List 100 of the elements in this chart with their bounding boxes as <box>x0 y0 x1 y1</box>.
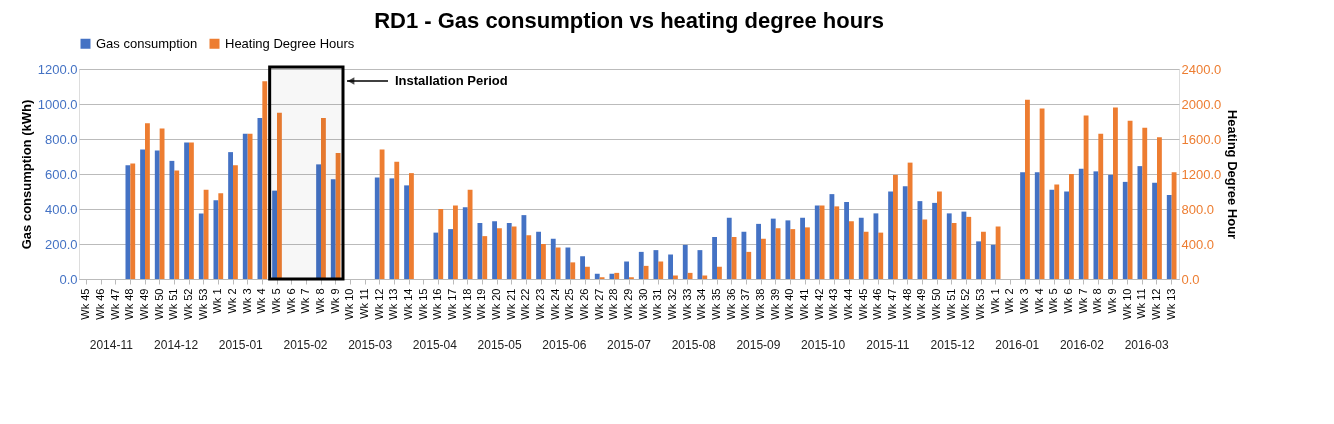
x-tick-label: Wk 6 <box>1062 288 1074 314</box>
text: 2014-12 <box>154 338 199 352</box>
y-tick-label: 1000.0 <box>37 96 78 112</box>
x-tick-label: Wk 15 <box>416 288 429 320</box>
text: 2015-03 <box>348 338 393 352</box>
x-tick-label: Wk 48 <box>123 288 136 320</box>
y2-tick-label: 800.0 <box>1181 201 1215 217</box>
y2-axis-title: Heating Degree Hour <box>1225 109 1241 240</box>
legend-label: Heating Degree Hours <box>225 35 355 51</box>
x-tick-label: Wk 10 <box>1120 288 1133 320</box>
text: 2015-09 <box>736 338 781 352</box>
text: 2015-01 <box>218 338 264 352</box>
x-tick-label: Wk 35 <box>710 288 722 320</box>
text: 2016-01 <box>995 338 1040 352</box>
text: 2015-04 <box>412 338 458 352</box>
x-tick-label: Wk 26 <box>578 288 590 320</box>
x-tick-label: Wk 14 <box>402 288 414 320</box>
x-tick-label: Wk 4 <box>1032 288 1045 314</box>
y2-tick-label: 400.0 <box>1181 236 1215 252</box>
text: 2015-08 <box>671 338 717 352</box>
y-tick-label: 200.0 <box>44 236 78 252</box>
legend-label: Gas consumption <box>96 35 198 51</box>
x-tick-label: Wk 17 <box>446 288 458 320</box>
x-tick-label: Wk 11 <box>358 288 370 319</box>
text: 2015-10 <box>801 338 846 352</box>
text: 2015-12 <box>930 338 975 352</box>
x-tick-label: Wk 50 <box>930 288 942 320</box>
x-tick-label: Wk 3 <box>240 288 253 314</box>
x-tick-label: Wk 22 <box>519 288 532 320</box>
y-tick-label: 800.0 <box>44 131 78 147</box>
x-tick-label: Wk 47 <box>886 288 898 320</box>
text: 2016-02 <box>1059 338 1105 352</box>
x-tick-label: Wk 12 <box>1150 288 1162 320</box>
x-tick-label: Wk 30 <box>636 288 649 320</box>
x-tick-label: Wk 52 <box>182 288 194 320</box>
bar <box>668 254 673 279</box>
text: 2016-03 <box>1124 338 1169 352</box>
bar <box>682 244 688 279</box>
text: 2015-02 <box>283 338 328 352</box>
x-tick-label: Wk 20 <box>490 288 502 320</box>
x-tick-label: Wk 21 <box>504 288 517 320</box>
x-tick-label: Wk 28 <box>607 288 620 320</box>
y2-tick-label: 1600.0 <box>1181 131 1222 147</box>
x-tick-label: Wk 36 <box>724 288 737 320</box>
x-tick-label: Wk 42 <box>812 288 825 320</box>
bar <box>697 250 703 279</box>
x-tick-label: Wk 2 <box>1003 288 1016 314</box>
x-tick-label: Wk 12 <box>372 288 385 320</box>
y-axis-title: Gas consumption (kWh) <box>18 99 34 250</box>
x-tick-label: Wk 10 <box>343 288 356 320</box>
x-tick-label: Wk 25 <box>563 288 576 320</box>
x-tick-label: Wk 23 <box>534 288 546 320</box>
x-tick-label: Wk 29 <box>622 288 634 320</box>
y2-tick-label: 2400.0 <box>1181 61 1222 77</box>
y-tick-label: 600.0 <box>44 166 78 182</box>
x-tick-label: Wk 53 <box>974 288 986 320</box>
y-tick-label: 400.0 <box>44 201 78 217</box>
chart-title: RD1 - Gas consumption vs heating degree hours <box>374 8 884 33</box>
x-tick-label: Wk 6 <box>284 288 297 314</box>
x-tick-label: Wk 52 <box>959 288 972 320</box>
x-tick-label: Wk 47 <box>108 288 121 320</box>
x-tick-label: Wk 37 <box>739 288 752 320</box>
x-tick-label: Wk 32 <box>666 288 678 320</box>
x-tick-label: Wk 50 <box>152 288 165 320</box>
x-tick-label: Wk 5 <box>270 288 282 314</box>
y2-tick-label: 2000.0 <box>1181 96 1222 112</box>
text: 2015-11 <box>866 338 910 352</box>
x-tick-label: Wk 24 <box>548 288 561 320</box>
bar <box>717 266 722 279</box>
x-tick-label: Wk 51 <box>167 288 180 320</box>
x-tick-label: Wk 3 <box>1018 288 1030 314</box>
y-tick-label: 1200.0 <box>37 61 78 77</box>
x-tick-label: Wk 8 <box>314 288 326 314</box>
bar <box>687 272 693 279</box>
y2-tick-label: 1200.0 <box>1181 166 1222 182</box>
y2-tick-label: 0.0 <box>1181 271 1200 287</box>
x-tick-label: Wk 13 <box>1164 288 1177 320</box>
y-tick-label: 0.0 <box>59 271 78 287</box>
x-tick-label: Wk 1 <box>988 288 1001 314</box>
x-tick-label: Wk 1 <box>211 288 224 314</box>
x-tick-label: Wk 39 <box>768 288 781 320</box>
x-tick-label: Wk 49 <box>138 288 150 320</box>
x-tick-label: Wk 27 <box>592 288 605 320</box>
x-tick-label: Wk 18 <box>460 288 473 320</box>
x-tick-label: Wk 48 <box>900 288 913 320</box>
x-tick-label: Wk 44 <box>842 288 854 320</box>
x-tick-label: Wk 38 <box>754 288 766 320</box>
x-tick-label: Wk 4 <box>255 288 268 314</box>
x-tick-label: Wk 7 <box>299 288 312 314</box>
x-tick-label: Wk 40 <box>783 288 796 320</box>
bar <box>594 273 600 279</box>
x-tick-label: Wk 8 <box>1091 288 1104 314</box>
text: 2014-11 <box>89 338 134 352</box>
bar <box>712 237 717 279</box>
x-tick-label: Wk 13 <box>387 288 400 320</box>
x-tick-label: Wk 9 <box>1106 288 1118 314</box>
x-tick-label: Wk 45 <box>856 288 869 320</box>
x-tick-label: Wk 31 <box>651 288 664 320</box>
x-tick-label: Wk 53 <box>196 288 209 320</box>
x-tick-label: Wk 5 <box>1047 288 1060 314</box>
